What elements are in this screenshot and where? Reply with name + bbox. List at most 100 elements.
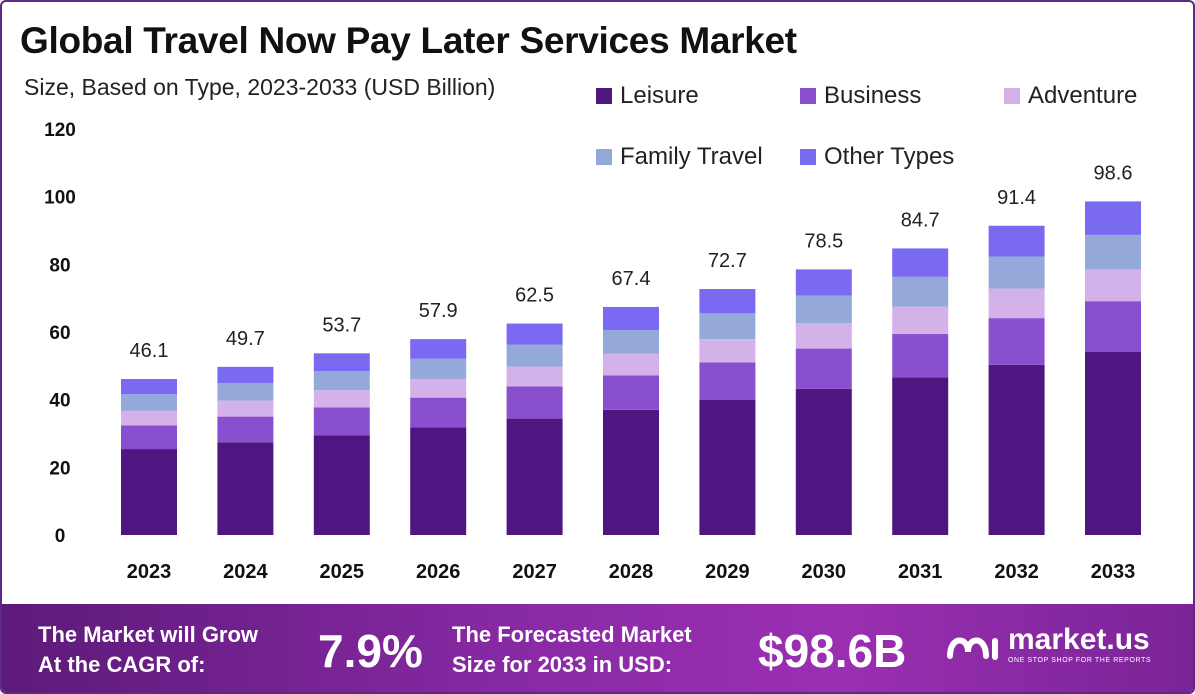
bar-segment-leisure — [795, 388, 852, 535]
bar-segment-business — [121, 425, 177, 450]
bar-segment-leisure — [506, 418, 563, 535]
footer-banner: The Market will Grow At the CAGR of: 7.9… — [2, 604, 1193, 692]
bar-segment-adventure — [892, 306, 949, 335]
bar-segment-adventure — [1085, 269, 1141, 302]
legend-item-business: Business — [800, 82, 921, 110]
bar-total-label: 46.1 — [130, 340, 169, 362]
bar-segment-leisure — [988, 364, 1045, 535]
legend-swatch-other-types — [800, 149, 816, 165]
bar-segment-family-travel — [121, 394, 177, 411]
legend-label-adventure: Adventure — [1028, 82, 1138, 109]
bar-segment-business — [217, 416, 274, 443]
bar-segment-leisure — [1085, 351, 1141, 535]
bar-segment-business — [410, 397, 467, 428]
x-tick-label: 2030 — [802, 561, 847, 583]
bar-segment-family-travel — [699, 313, 756, 340]
bar-segment-leisure — [121, 449, 177, 535]
bar-total-label: 67.4 — [612, 268, 651, 290]
bar-total-label: 62.5 — [515, 285, 554, 307]
bar-segment-other-types — [410, 339, 467, 359]
x-tick-label: 2032 — [994, 561, 1039, 583]
bar-segment-leisure — [892, 377, 949, 535]
bar-segment-other-types — [603, 306, 659, 330]
forecast-label: The Forecasted Market Size for 2033 in U… — [452, 620, 692, 680]
bar-segment-family-travel — [795, 295, 852, 324]
y-tick-label: 120 — [44, 120, 76, 141]
forecast-value: $98.6B — [758, 625, 907, 677]
x-tick-label: 2025 — [320, 561, 365, 583]
bar-segment-business — [313, 407, 370, 436]
bar-total-label: 57.9 — [419, 300, 458, 322]
brand-tagline: ONE STOP SHOP FOR THE REPORTS — [1008, 657, 1152, 664]
bar-segment-other-types — [313, 353, 370, 372]
cagr-value: 7.9% — [318, 625, 423, 677]
cagr-label: The Market will Grow At the CAGR of: — [38, 620, 258, 680]
legend-swatch-family-travel — [596, 149, 612, 165]
bar-segment-other-types — [699, 289, 756, 314]
bar-segment-other-types — [988, 225, 1045, 257]
bar-segment-adventure — [506, 366, 563, 387]
forecast-label-line2: Size for 2033 in USD: — [452, 652, 673, 677]
bar-segment-adventure — [795, 323, 852, 349]
bar-segment-adventure — [699, 339, 756, 363]
x-tick-label: 2026 — [416, 561, 461, 583]
bar-total-label: 49.7 — [226, 328, 265, 350]
bar-segment-business — [699, 362, 756, 400]
bar-segment-business — [506, 386, 563, 419]
brand-name: market.us — [1008, 623, 1150, 656]
bar-segment-other-types — [1085, 201, 1141, 235]
legend-label-family-travel: Family Travel — [620, 143, 763, 170]
bar-total-label: 84.7 — [901, 209, 940, 231]
bar-segment-other-types — [795, 269, 852, 296]
bar-segment-adventure — [603, 353, 659, 376]
bar-total-label: 78.5 — [804, 230, 843, 252]
cagr-label-line1: The Market will Grow — [38, 622, 259, 647]
bar-segment-family-travel — [217, 383, 274, 401]
bar-segment-other-types — [217, 366, 274, 384]
bar-segment-business — [892, 334, 949, 378]
y-tick-label: 60 — [49, 323, 70, 344]
bar-segment-leisure — [410, 427, 467, 535]
bar-segment-leisure — [699, 399, 756, 535]
bar-segment-family-travel — [892, 276, 949, 307]
bar-segment-other-types — [506, 323, 563, 345]
bar-segment-adventure — [121, 410, 177, 426]
legend-item-adventure: Adventure — [1004, 82, 1137, 110]
bar-segment-family-travel — [988, 256, 1045, 289]
bar-segment-business — [603, 375, 659, 410]
market-us-logo-icon — [947, 637, 998, 660]
brand-logo: market.us ONE STOP SHOP FOR THE REPORTS — [944, 622, 1151, 670]
bar-total-label: 53.7 — [322, 314, 361, 336]
legend-swatch-adventure — [1004, 88, 1020, 104]
chart-title: Global Travel Now Pay Later Services Mar… — [20, 20, 797, 61]
legend-swatch-leisure — [596, 88, 612, 104]
x-tick-label: 2023 — [127, 561, 172, 583]
legend-swatch-business — [800, 88, 816, 104]
bar-segment-business — [1085, 301, 1141, 352]
bar-segment-family-travel — [506, 344, 563, 367]
x-tick-label: 2024 — [223, 561, 268, 583]
bar-total-label: 98.6 — [1094, 162, 1133, 184]
legend-item-leisure: Leisure — [596, 82, 699, 110]
bar-segment-business — [795, 348, 852, 389]
x-tick-label: 2031 — [898, 561, 943, 583]
legend-label-business: Business — [824, 82, 922, 109]
forecast-label-line1: The Forecasted Market — [452, 622, 692, 647]
x-tick-label: 2029 — [705, 561, 750, 583]
bar-segment-leisure — [603, 409, 659, 535]
chart-subtitle: Size, Based on Type, 2023-2033 (USD Bill… — [24, 74, 496, 100]
legend-item-other-types: Other Types — [800, 143, 954, 171]
bar-segment-family-travel — [603, 329, 659, 354]
bar-total-label: 72.7 — [708, 250, 747, 272]
y-tick-label: 100 — [44, 188, 76, 209]
bar-segment-family-travel — [313, 371, 370, 391]
y-tick-label: 80 — [49, 255, 70, 276]
x-tick-label: 2027 — [512, 561, 557, 583]
cagr-label-line2: At the CAGR of: — [38, 652, 206, 677]
x-tick-label: 2028 — [609, 561, 654, 583]
bar-segment-adventure — [313, 390, 370, 408]
x-tick-label: 2033 — [1091, 561, 1136, 583]
bar-segment-business — [988, 318, 1045, 365]
y-tick-label: 40 — [49, 391, 70, 412]
bar-segment-family-travel — [1085, 234, 1141, 270]
